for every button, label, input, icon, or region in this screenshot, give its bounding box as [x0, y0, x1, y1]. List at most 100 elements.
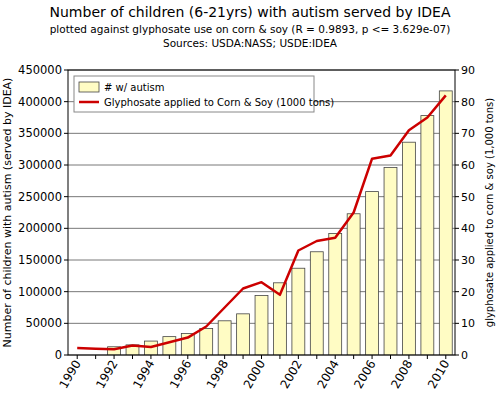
y-tick-label: 450000: [18, 63, 62, 77]
y2-tick: [455, 260, 459, 261]
x-tick-label: 1998: [204, 358, 231, 391]
x-tick: [279, 355, 280, 359]
y-tick-label: 350000: [18, 126, 62, 140]
x-tick: [77, 355, 78, 359]
title: Number of children (6-21yrs) with autism…: [50, 4, 451, 20]
y2-tick-label: 70: [461, 127, 475, 140]
x-tick: [372, 355, 373, 359]
grid-line: [68, 133, 455, 134]
x-tick: [390, 355, 391, 359]
x-tick: [224, 355, 225, 359]
y2-tick-label: 80: [461, 96, 475, 109]
x-tick: [150, 355, 151, 359]
y-tick-label: 0: [55, 348, 62, 362]
source: Sources: USDA:NASS; USDE:IDEA: [163, 37, 338, 49]
x-tick-label: 2008: [388, 358, 415, 391]
bar: [310, 252, 323, 355]
bar: [366, 192, 379, 355]
y-tick: [64, 101, 68, 102]
y2-tick-label: 50: [461, 191, 475, 204]
y2-tick-label: 0: [461, 349, 468, 362]
y-tick: [64, 70, 68, 71]
x-tick: [206, 355, 207, 359]
bar: [163, 337, 176, 355]
bar: [347, 214, 360, 355]
x-tick: [169, 355, 170, 359]
x-tick-label: 1996: [167, 358, 194, 391]
y2-tick: [455, 355, 459, 356]
x-tick-label: 2010: [425, 358, 452, 391]
y2-tick: [455, 291, 459, 292]
x-tick: [316, 355, 317, 359]
y-tick: [64, 165, 68, 166]
bar: [218, 321, 231, 355]
plot-area: [77, 91, 452, 355]
legend-label: Glyphosate applied to Corn & Soy (1000 t…: [104, 97, 334, 108]
y-axis-title: Number of children with autism (served b…: [1, 78, 14, 348]
y2-tick-label: 20: [461, 286, 475, 299]
legend-label: # w/ autism: [104, 82, 164, 93]
y-tick: [64, 323, 68, 324]
x-tick-label: 1990: [56, 358, 83, 391]
line: [77, 95, 446, 349]
y2-tick-label: 30: [461, 254, 475, 267]
y2-tick: [455, 165, 459, 166]
x-tick-label: 2002: [278, 358, 305, 391]
y2-tick: [455, 228, 459, 229]
y-tick: [64, 228, 68, 229]
y-tick: [64, 355, 68, 356]
bar: [237, 314, 250, 355]
y2-tick: [455, 133, 459, 134]
bar: [200, 328, 213, 355]
x-tick: [187, 355, 188, 359]
subtitle: plotted against glyphosate use on corn &…: [50, 23, 451, 35]
x-tick: [427, 355, 428, 359]
x-tick: [408, 355, 409, 359]
bar: [292, 268, 305, 355]
x-tick: [445, 355, 446, 359]
y-tick-label: 50000: [25, 316, 62, 330]
y2-tick-label: 90: [461, 64, 475, 77]
bar: [329, 233, 342, 355]
y-tick-label: 200000: [18, 221, 62, 235]
y-tick: [64, 196, 68, 197]
x-tick: [243, 355, 244, 359]
frame: [68, 70, 455, 355]
y2-tick: [455, 196, 459, 197]
legend-swatch: [79, 101, 99, 104]
x-tick: [335, 355, 336, 359]
x-tick-label: 2006: [351, 358, 378, 391]
y2-tick: [455, 323, 459, 324]
y2-tick: [455, 101, 459, 102]
y-tick-label: 150000: [18, 253, 62, 267]
y-tick-label: 100000: [18, 285, 62, 299]
chart: Number of children (6-21yrs) with autism…: [0, 0, 500, 412]
y-tick-label: 300000: [18, 158, 62, 172]
x-tick: [353, 355, 354, 359]
bar: [439, 91, 452, 355]
legend-swatch: [79, 82, 99, 92]
x-tick: [132, 355, 133, 359]
bar: [255, 295, 268, 355]
y-tick: [64, 291, 68, 292]
y-tick-label: 250000: [18, 190, 62, 204]
bar: [421, 116, 434, 355]
y2-axis-title: glyphosate applied to corn & soy (1,000 …: [484, 98, 495, 327]
y2-tick-label: 60: [461, 159, 475, 172]
x-tick-label: 2000: [241, 358, 268, 391]
legend: # w/ autism Glyphosate applied to Corn & …: [74, 76, 334, 112]
y2-tick: [455, 70, 459, 71]
x-tick-label: 1994: [130, 358, 157, 391]
bar: [402, 142, 415, 355]
x-tick: [298, 355, 299, 359]
x-tick: [261, 355, 262, 359]
grid-line: [68, 165, 455, 166]
x-tick: [95, 355, 96, 359]
y-tick: [64, 260, 68, 261]
y-tick: [64, 133, 68, 134]
x-tick-label: 2004: [314, 358, 341, 391]
x-tick-label: 1992: [93, 358, 120, 391]
bar: [384, 168, 397, 355]
y-tick-label: 400000: [18, 95, 62, 109]
y2-tick-label: 40: [461, 222, 475, 235]
